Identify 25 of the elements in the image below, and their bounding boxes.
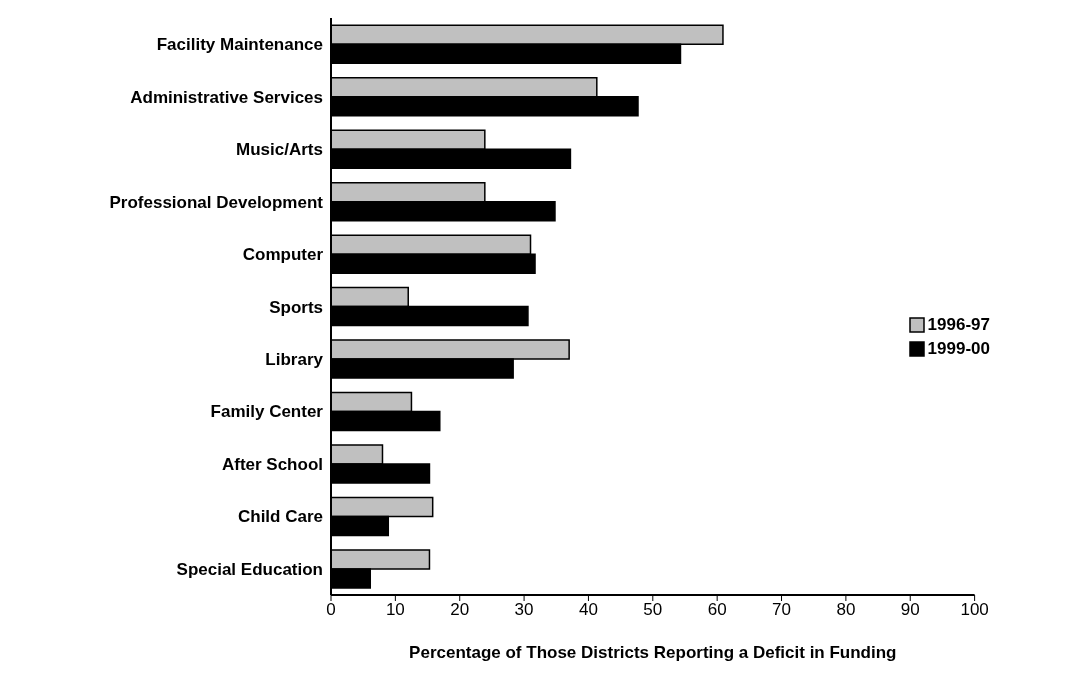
x-tick-label: 70	[772, 600, 791, 620]
legend-label: 1996-97	[927, 315, 990, 335]
y-tick-label: Library	[265, 349, 324, 369]
x-tick-label: 60	[707, 600, 727, 620]
y-tick-label: Sports	[269, 297, 323, 317]
x-axis-title: Percentage of Those Districts Reporting a Deficit in Funding	[409, 643, 897, 662]
y-tick-label: Facility Maintenance	[156, 35, 323, 55]
x-tick-label: 90	[900, 600, 920, 620]
x-tick-label: 40	[578, 600, 598, 620]
y-tick-label: After School	[221, 454, 323, 474]
legend-label: 1999-00	[927, 339, 990, 359]
x-tick-label: 50	[643, 600, 663, 620]
y-tick-label: Administrative Services	[130, 87, 323, 107]
x-tick-label: 10	[385, 600, 405, 620]
x-tick-label: 0	[326, 600, 336, 620]
y-tick-label: Professional Development	[109, 192, 324, 212]
y-tick-label: Special Education	[176, 559, 323, 579]
x-tick-label: 20	[450, 600, 470, 620]
x-tick-label: 80	[836, 600, 856, 620]
y-tick-label: Child Care	[237, 507, 323, 527]
y-tick-label: Computer	[242, 245, 324, 265]
x-tick-label: 100	[960, 600, 989, 620]
y-tick-label: Music/Arts	[236, 140, 323, 160]
y-tick-label: Family Center	[210, 402, 324, 422]
x-tick-label: 30	[514, 600, 534, 620]
